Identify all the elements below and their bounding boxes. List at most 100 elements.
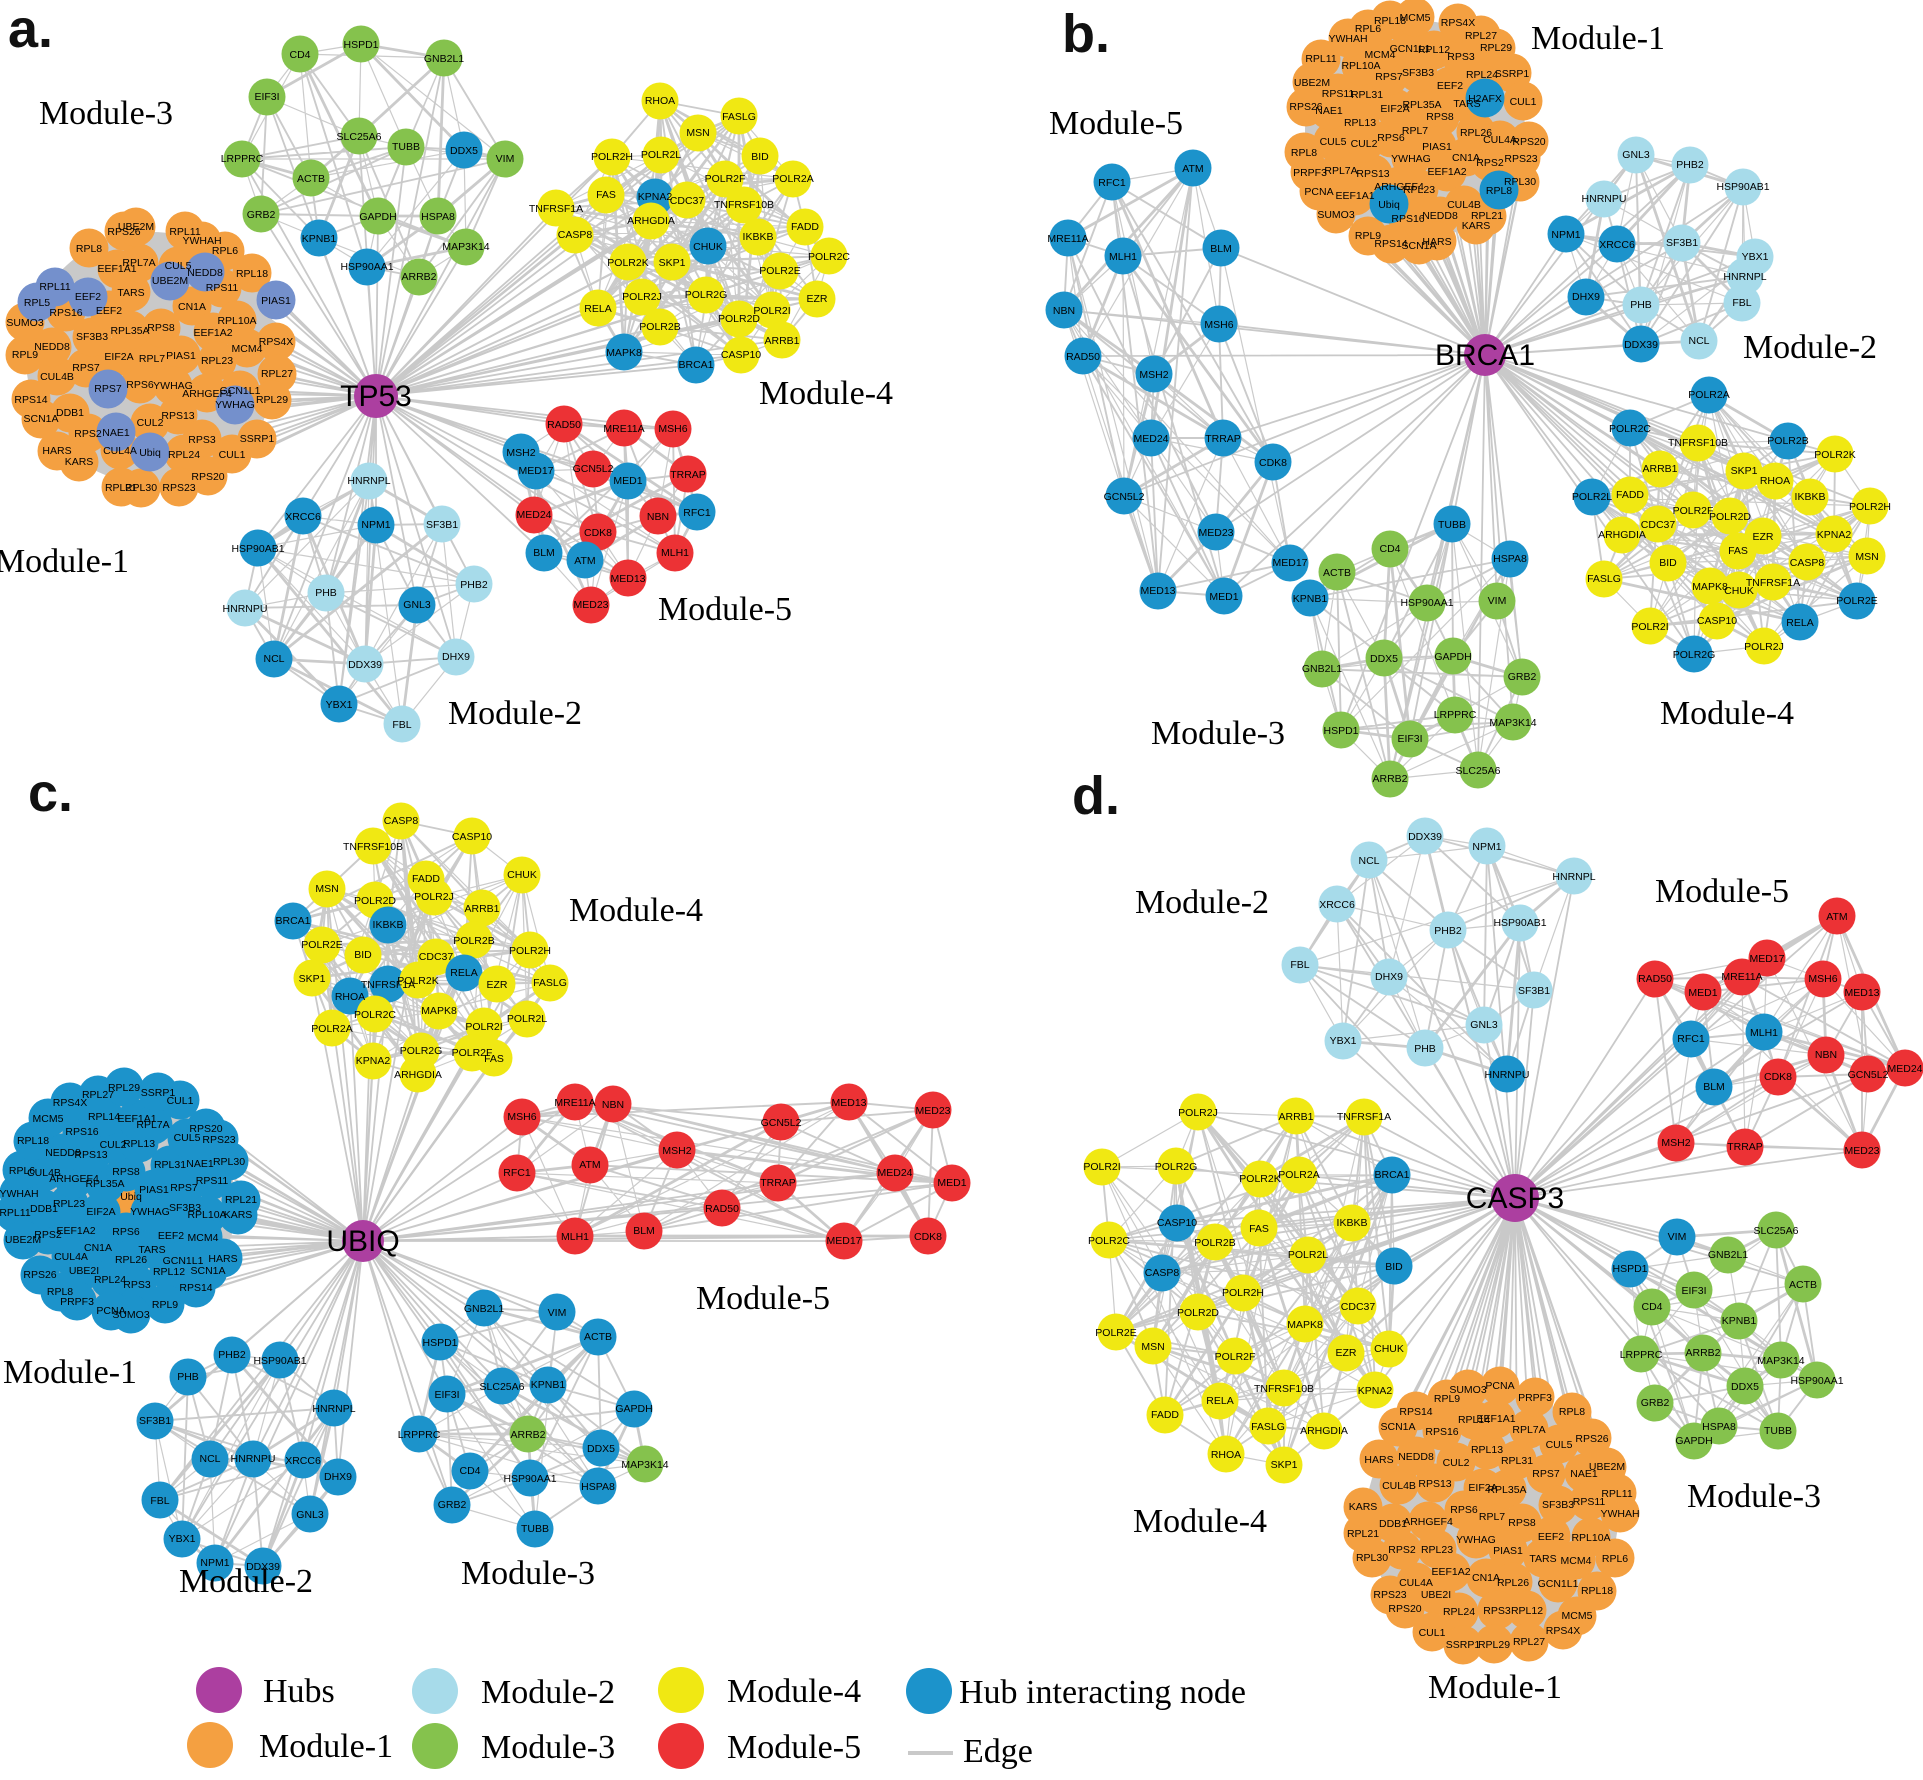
svg-text:RPL12: RPL12: [1511, 1605, 1543, 1617]
svg-text:TARS: TARS: [1529, 1553, 1556, 1565]
svg-text:CASP8: CASP8: [1145, 1267, 1180, 1279]
svg-text:RPL7A: RPL7A: [1324, 165, 1357, 177]
svg-text:PHB: PHB: [1414, 1043, 1436, 1055]
svg-text:FADD: FADD: [412, 873, 440, 885]
svg-text:GNL3: GNL3: [1622, 149, 1650, 161]
svg-text:RELA: RELA: [584, 303, 611, 315]
svg-text:TNFRSF1A: TNFRSF1A: [529, 203, 583, 215]
svg-text:POLR2I: POLR2I: [1631, 621, 1668, 633]
svg-text:FBL: FBL: [150, 1495, 169, 1507]
svg-text:SSRP1: SSRP1: [1495, 68, 1530, 80]
svg-text:GCN1L1: GCN1L1: [1538, 1578, 1579, 1590]
svg-text:RHOA: RHOA: [335, 991, 365, 1003]
svg-text:CN1A: CN1A: [178, 301, 206, 313]
svg-text:RPS14: RPS14: [1399, 1406, 1432, 1418]
svg-text:PIAS1: PIAS1: [166, 350, 196, 362]
svg-text:GNB2L1: GNB2L1: [1708, 1249, 1748, 1261]
svg-text:RHOA: RHOA: [645, 95, 675, 107]
svg-text:SCN1A: SCN1A: [23, 413, 58, 425]
svg-text:FASLG: FASLG: [1587, 573, 1621, 585]
svg-text:EZR: EZR: [1336, 1347, 1357, 1359]
svg-text:RHOA: RHOA: [1760, 475, 1790, 487]
svg-text:RPL7A: RPL7A: [122, 257, 155, 269]
svg-text:b.: b.: [1062, 4, 1110, 64]
svg-text:POLR2E: POLR2E: [1836, 595, 1877, 607]
svg-text:HSPD1: HSPD1: [343, 39, 378, 51]
svg-text:NEDD8: NEDD8: [34, 341, 70, 353]
svg-text:Module-1: Module-1: [259, 1728, 393, 1765]
svg-text:BRCA1: BRCA1: [1374, 1169, 1409, 1181]
svg-text:CHUK: CHUK: [693, 241, 723, 253]
svg-text:POLR2G: POLR2G: [400, 1045, 443, 1057]
svg-text:CASP10: CASP10: [1697, 615, 1737, 627]
svg-text:FAS: FAS: [1728, 545, 1748, 557]
svg-text:POLR2E: POLR2E: [1095, 1327, 1136, 1339]
svg-text:MED23: MED23: [573, 599, 608, 611]
svg-text:TRRAP: TRRAP: [1727, 1141, 1763, 1153]
svg-text:RFC1: RFC1: [1098, 177, 1126, 189]
svg-text:MSH6: MSH6: [507, 1111, 536, 1123]
svg-text:RPS23: RPS23: [162, 482, 195, 494]
svg-text:XRCC6: XRCC6: [285, 1455, 321, 1467]
svg-text:NCL: NCL: [1358, 855, 1379, 867]
svg-text:RPL35A: RPL35A: [110, 325, 149, 337]
svg-text:SF3B1: SF3B1: [1666, 237, 1698, 249]
svg-text:RPS26: RPS26: [1575, 1433, 1608, 1445]
svg-text:GCN5L2: GCN5L2: [1104, 491, 1145, 503]
svg-text:Module-3: Module-3: [1151, 715, 1285, 752]
svg-text:RPL6: RPL6: [212, 245, 238, 257]
svg-text:MAP3K14: MAP3K14: [1757, 1355, 1804, 1367]
svg-text:Module-5: Module-5: [658, 591, 792, 628]
svg-text:PHB2: PHB2: [1434, 925, 1462, 937]
svg-text:MLH1: MLH1: [1109, 251, 1137, 263]
svg-text:CD4: CD4: [289, 49, 310, 61]
svg-text:NEDD8: NEDD8: [45, 1147, 81, 1159]
svg-text:HSPD1: HSPD1: [1323, 725, 1358, 737]
svg-text:DDX39: DDX39: [1624, 339, 1658, 351]
svg-text:RPL30: RPL30: [1504, 176, 1536, 188]
svg-text:MAPK8: MAPK8: [1287, 1319, 1323, 1331]
svg-text:GCN5L2: GCN5L2: [1848, 1069, 1889, 1081]
svg-text:RPL12: RPL12: [1418, 44, 1450, 56]
svg-text:POLR2L: POLR2L: [641, 149, 681, 161]
svg-text:RPL10A: RPL10A: [217, 315, 256, 327]
svg-text:RPS6: RPS6: [1377, 132, 1405, 144]
svg-text:RPS3: RPS3: [1483, 1605, 1511, 1617]
svg-text:TUBB: TUBB: [1764, 1425, 1792, 1437]
svg-text:UBE2I: UBE2I: [69, 1265, 99, 1277]
svg-text:TUBB: TUBB: [521, 1523, 549, 1535]
svg-text:UBE2M: UBE2M: [152, 275, 188, 287]
svg-text:YWHAH: YWHAH: [0, 1188, 39, 1200]
svg-text:GNL3: GNL3: [1470, 1019, 1498, 1031]
svg-text:RPL31: RPL31: [1351, 89, 1383, 101]
svg-text:FAS: FAS: [1249, 1223, 1269, 1235]
svg-text:EEF1A1: EEF1A1: [1476, 1413, 1515, 1425]
svg-text:Ubiq: Ubiq: [1378, 199, 1400, 211]
svg-text:VIM: VIM: [1668, 1231, 1687, 1243]
svg-text:RPL27: RPL27: [1513, 1636, 1545, 1648]
svg-text:RPS7: RPS7: [72, 362, 100, 374]
svg-text:KARS: KARS: [65, 456, 94, 468]
svg-text:RPL29: RPL29: [1480, 42, 1512, 54]
svg-text:RAD50: RAD50: [547, 419, 581, 431]
svg-text:PHB2: PHB2: [460, 579, 488, 591]
svg-text:RPS13: RPS13: [1418, 1478, 1451, 1490]
svg-text:XRCC6: XRCC6: [1319, 899, 1355, 911]
svg-text:VIM: VIM: [1488, 595, 1507, 607]
svg-text:RPS11: RPS11: [1322, 88, 1355, 100]
svg-text:EIF3I: EIF3I: [254, 91, 279, 103]
svg-text:RHOA: RHOA: [1211, 1449, 1241, 1461]
svg-text:EIF3I: EIF3I: [434, 1389, 459, 1401]
svg-text:RPL9: RPL9: [12, 349, 38, 361]
svg-text:ARRB1: ARRB1: [1642, 463, 1677, 475]
svg-text:UBE2M: UBE2M: [5, 1234, 41, 1246]
svg-text:MED13: MED13: [610, 573, 645, 585]
svg-text:BID: BID: [751, 151, 769, 163]
svg-text:MED13: MED13: [1140, 585, 1175, 597]
svg-text:RAD50: RAD50: [705, 1203, 739, 1215]
svg-text:TUBB: TUBB: [1438, 519, 1466, 531]
svg-text:CDC37: CDC37: [670, 195, 705, 207]
svg-text:MED1: MED1: [1688, 987, 1717, 999]
svg-text:CN1A: CN1A: [1472, 1572, 1500, 1584]
svg-text:ARRB1: ARRB1: [764, 335, 799, 347]
